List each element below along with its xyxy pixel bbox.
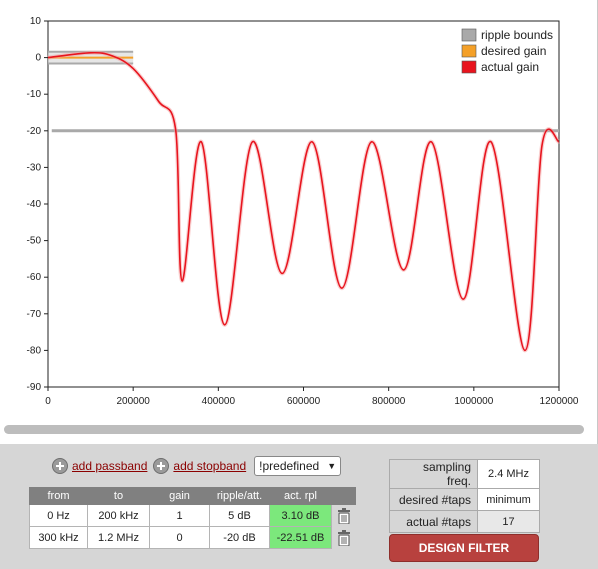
param-row-desired-taps: desired #taps minimum [390, 489, 540, 511]
y-tick-label: -60 [27, 272, 42, 283]
cell-from[interactable]: 0 Hz [30, 505, 88, 527]
y-tick-label: -90 [27, 382, 42, 393]
param-row-sampling: sampling freq. 2.4 MHz [390, 460, 540, 489]
y-tick-label: -70 [27, 309, 42, 320]
add-passband-link[interactable]: add passband [52, 458, 147, 474]
y-tick-label: -80 [27, 345, 42, 356]
frequency-response-chart: 100-10-20-30-40-50-60-70-80-900 200000 400… [0, 0, 598, 420]
cell-act-rpl: 3.10 dB [270, 505, 332, 527]
cell-from[interactable]: 300 kHz [30, 527, 88, 549]
add-passband-label[interactable]: add passband [72, 459, 147, 473]
param-row-actual-taps: actual #taps 17 [390, 511, 540, 533]
predefined-selected-value: !predefined [259, 459, 319, 473]
legend-entry: ripple bounds [481, 28, 553, 42]
header-from: from [30, 488, 88, 505]
delete-row-button[interactable] [332, 527, 356, 549]
plus-circle-icon[interactable] [52, 458, 68, 474]
actual-taps-value: 17 [478, 511, 540, 533]
plot-area [48, 21, 559, 387]
sampling-freq-label: sampling freq. [390, 460, 478, 489]
band-table-header: from to gain ripple/att. act. rpl [30, 488, 356, 505]
header-ripple: ripple/att. [210, 488, 270, 505]
header-act-rpl: act. rpl [270, 488, 332, 505]
table-row: 0 Hz 200 kHz 1 5 dB 3.10 dB [30, 505, 356, 527]
legend-swatch [462, 61, 476, 73]
trash-icon[interactable] [337, 530, 351, 546]
scrollbar-thumb[interactable] [4, 425, 584, 434]
sampling-freq-input[interactable]: 2.4 MHz [478, 460, 540, 489]
x-tick-label: 200000 [116, 396, 150, 407]
legend-swatch [462, 29, 476, 41]
actual-taps-label: actual #taps [390, 511, 478, 533]
y-tick-label: -20 [27, 126, 42, 137]
y-tick-label: 10 [30, 16, 42, 27]
x-tick-label: 0 [45, 396, 51, 407]
desired-taps-input[interactable]: minimum [478, 489, 540, 511]
desired-taps-label: desired #taps [390, 489, 478, 511]
y-tick-label: -40 [27, 199, 42, 210]
x-tick-label: 1000000 [454, 396, 493, 407]
y-tick-label: -50 [27, 236, 42, 247]
filter-params-table: sampling freq. 2.4 MHz desired #taps min… [389, 459, 540, 533]
chart-horizontal-scrollbar[interactable] [4, 425, 584, 434]
predefined-select[interactable]: !predefined ▼ [254, 456, 341, 476]
cell-gain[interactable]: 0 [150, 527, 210, 549]
band-table: from to gain ripple/att. act. rpl 0 Hz 2… [29, 487, 356, 549]
add-stopband-link[interactable]: add stopband [153, 458, 246, 474]
cell-gain[interactable]: 1 [150, 505, 210, 527]
y-tick-label: -30 [27, 162, 42, 173]
x-tick-label: 400000 [202, 396, 236, 407]
plus-circle-icon[interactable] [153, 458, 169, 474]
cell-to[interactable]: 200 kHz [88, 505, 150, 527]
delete-row-button[interactable] [332, 505, 356, 527]
y-tick-label: 0 [35, 53, 41, 64]
chevron-down-icon: ▼ [327, 461, 336, 471]
cell-ripple[interactable]: -20 dB [210, 527, 270, 549]
x-tick-label: 1200000 [540, 396, 579, 407]
band-controls: add passband add stopband !predefined ▼ [52, 456, 341, 476]
cell-act-rpl: -22.51 dB [270, 527, 332, 549]
cell-to[interactable]: 1.2 MHz [88, 527, 150, 549]
x-tick-label: 600000 [287, 396, 321, 407]
y-tick-label: -10 [27, 89, 42, 100]
trash-icon[interactable] [337, 508, 351, 524]
add-stopband-label[interactable]: add stopband [173, 459, 246, 473]
chart-panel: 10 0 -10 -20 -30 -40 -50 -60 -70 -80 -90 0 200000 400… [0, 0, 598, 444]
cell-ripple[interactable]: 5 dB [210, 505, 270, 527]
header-spacer [332, 488, 356, 505]
header-to: to [88, 488, 150, 505]
x-tick-label: 800000 [372, 396, 406, 407]
table-row: 300 kHz 1.2 MHz 0 -20 dB -22.51 dB [30, 527, 356, 549]
header-gain: gain [150, 488, 210, 505]
legend-entry: actual gain [481, 60, 539, 74]
legend-swatch [462, 45, 476, 57]
legend-entry: desired gain [481, 44, 546, 58]
design-filter-button[interactable]: DESIGN FILTER [389, 534, 539, 562]
